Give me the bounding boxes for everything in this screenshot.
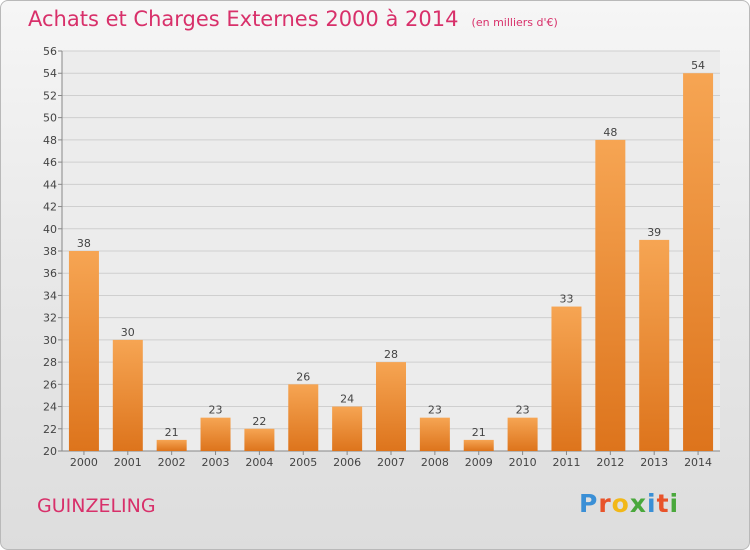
bar [507,417,538,451]
x-tick-label: 2006 [333,456,361,469]
y-tick-label: 52 [43,89,57,102]
bar [68,251,99,451]
x-tick-label: 2002 [158,456,186,469]
x-tick-label: 2000 [70,456,98,469]
data-label: 26 [296,370,310,383]
y-tick-label: 42 [43,201,57,214]
x-tick-label: 2007 [377,456,405,469]
data-label: 28 [384,348,398,361]
y-tick-label: 22 [43,423,57,436]
bar [288,384,319,451]
data-label: 21 [165,426,179,439]
data-label: 24 [340,393,354,406]
bar [200,417,231,451]
x-tick-label: 2003 [202,456,230,469]
data-label: 38 [77,237,91,250]
x-tick-label: 2011 [552,456,580,469]
logo-letter: t [656,489,670,518]
proxiti-logo: Proxiti [579,489,679,518]
bar [112,339,143,451]
data-label: 22 [252,415,266,428]
y-tick-label: 34 [43,289,57,302]
bar-chart: 20 22 24 26 28 30 32 34 36 38 40 42 44 46 48 50 52 54 56 38… [43,45,720,469]
data-label: 39 [647,226,661,239]
logo-letter: P [579,489,599,518]
data-label: 23 [209,404,223,417]
commune-name: GUINZELING [37,495,156,517]
chart-title: Achats et Charges Externes 2000 à 2014 [28,7,459,31]
x-tick-label: 2014 [684,456,712,469]
x-tick-label: 2005 [289,456,317,469]
y-tick-label: 20 [43,445,57,458]
logo-letter: i [669,489,680,518]
bar [419,417,450,451]
y-tick-label: 48 [43,134,57,147]
bar [156,439,187,451]
y-tick-label: 50 [43,112,57,125]
logo-letter: r [598,489,612,518]
x-tick-label: 2008 [421,456,449,469]
bar [376,362,406,451]
title-row: Achats et Charges Externes 2000 à 2014 (… [28,7,558,31]
bar [332,406,363,451]
data-label: 30 [121,326,135,339]
y-tick-label: 40 [43,223,57,236]
x-tick-label: 2012 [596,456,624,469]
logo-letter: i [647,489,657,518]
data-label: 23 [516,404,530,417]
y-tick-label: 30 [43,334,57,347]
bar [683,73,714,451]
data-label: 21 [472,426,486,439]
data-label: 48 [603,126,617,139]
x-tick-label: 2010 [509,456,537,469]
data-label: 54 [691,59,705,72]
data-label: 23 [428,404,442,417]
logo-letter: o [611,489,630,518]
data-label: 33 [559,293,573,306]
y-tick-label: 26 [43,378,57,391]
x-tick-label: 2013 [640,456,668,469]
y-tick-label: 32 [43,312,57,325]
x-tick-label: 2001 [114,456,142,469]
logo-letter: x [629,489,647,518]
chart-subtitle: (en milliers d'€) [471,16,558,29]
y-tick-label: 54 [43,67,57,80]
bar [551,306,582,451]
bar [639,239,670,451]
y-tick-label: 46 [43,156,57,169]
y-tick-label: 36 [43,267,57,280]
x-tick-label: 2009 [465,456,493,469]
y-tick-label: 38 [43,245,57,258]
bar [595,139,626,451]
bar [244,428,275,451]
y-tick-label: 44 [43,178,57,191]
y-tick-label: 28 [43,356,57,369]
y-tick-label: 56 [43,45,57,58]
bar [463,439,494,451]
y-tick-label: 24 [43,401,57,414]
x-tick-label: 2004 [245,456,273,469]
